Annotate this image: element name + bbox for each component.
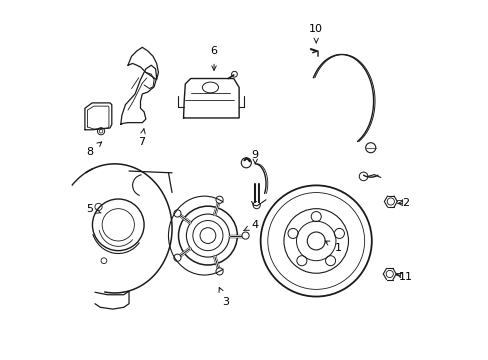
- Circle shape: [306, 232, 325, 250]
- Circle shape: [216, 196, 223, 203]
- Text: 11: 11: [395, 272, 412, 282]
- Text: 9: 9: [251, 150, 258, 163]
- Text: 6: 6: [210, 46, 217, 70]
- Text: 3: 3: [219, 288, 229, 307]
- Text: 7: 7: [138, 129, 145, 147]
- Text: 10: 10: [308, 24, 323, 43]
- Circle shape: [242, 232, 249, 239]
- Ellipse shape: [202, 82, 218, 93]
- Text: 1: 1: [325, 241, 341, 253]
- Text: 8: 8: [86, 142, 102, 157]
- Circle shape: [174, 254, 181, 261]
- Circle shape: [174, 210, 181, 217]
- Circle shape: [216, 268, 223, 275]
- Text: 4: 4: [244, 220, 258, 230]
- Text: 2: 2: [397, 198, 408, 208]
- Text: 5: 5: [86, 204, 101, 214]
